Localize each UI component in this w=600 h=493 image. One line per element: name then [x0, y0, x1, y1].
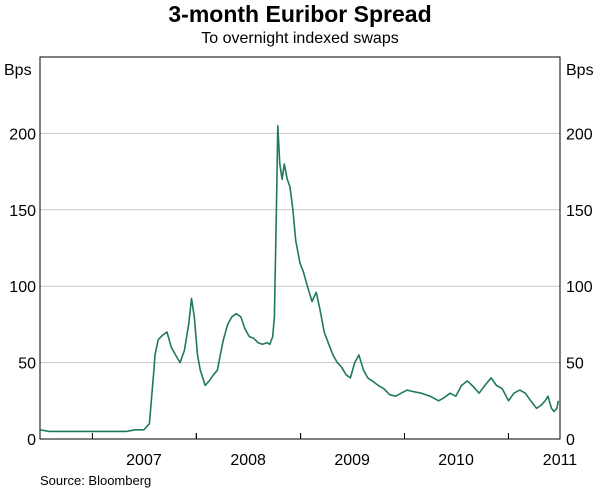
series-line-euribor-spread	[39, 125, 560, 433]
y-tick-label-left-100: 100	[9, 279, 36, 296]
y-axis-unit-right: Bps	[566, 62, 594, 79]
y-tick-label-right-150: 150	[566, 203, 593, 220]
source-note: Source: Bloomberg	[40, 473, 152, 488]
y-tick-label-right-50: 50	[566, 356, 584, 373]
x-axis-labels: 2007 2008 2009 2010 2011	[126, 452, 577, 469]
chart-subtitle: To overnight indexed swaps	[201, 30, 399, 47]
y-tick-label-left-200: 200	[9, 126, 36, 143]
y-tick-label-right-100: 100	[566, 279, 593, 296]
y-tick-label-right-200: 200	[566, 126, 593, 143]
y-tick-label-left-0: 0	[27, 432, 36, 449]
y-tick-label-left-50: 50	[18, 356, 36, 373]
x-axis-ticks	[91, 433, 509, 439]
grid-lines	[40, 132, 560, 364]
y-tick-label-right-0: 0	[566, 432, 575, 449]
x-tick-label-2008: 2008	[230, 452, 266, 469]
x-tick-label-2007: 2007	[126, 452, 162, 469]
x-tick-label-2009: 2009	[334, 452, 370, 469]
plot-frame	[39, 56, 561, 440]
y-tick-label-left-150: 150	[9, 203, 36, 220]
y-axis-labels: 0 0 50 50 100 100 150 150 200 200	[9, 126, 593, 449]
x-tick-label-2010: 2010	[438, 452, 474, 469]
chart-title: 3-month Euribor Spread	[168, 1, 432, 27]
y-axis-unit-left: Bps	[4, 62, 32, 79]
x-tick-label-2011: 2011	[543, 452, 578, 469]
